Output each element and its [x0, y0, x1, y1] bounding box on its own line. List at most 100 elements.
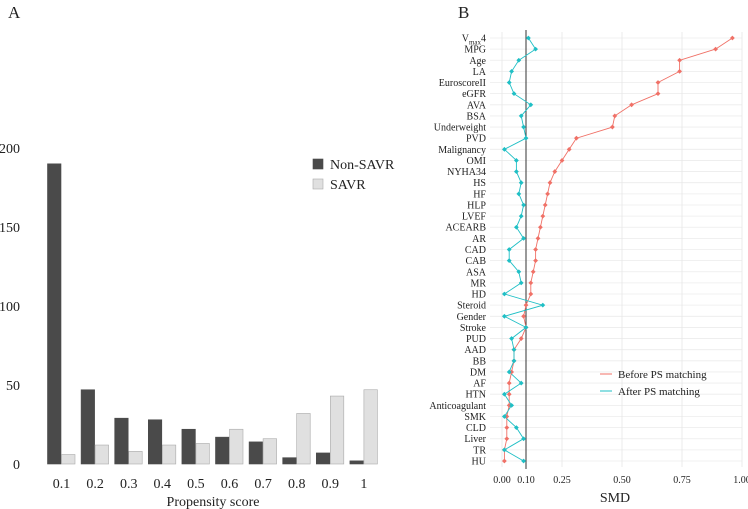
- point-after-gender: [502, 313, 507, 319]
- covariate-label: Underweight: [434, 123, 486, 134]
- bar-non-savr-0.5: [181, 428, 196, 465]
- point-after-nyha34: [514, 169, 519, 174]
- legend-swatch: [312, 178, 324, 190]
- point-after-htn: [502, 391, 507, 397]
- point-before-htn: [506, 391, 512, 397]
- covariate-label: Stroke: [460, 323, 487, 334]
- covariate-label: HF: [473, 189, 486, 200]
- covariate-label: AR: [472, 234, 486, 245]
- covariate-label: NYHA34: [447, 167, 486, 178]
- point-after-liver: [521, 436, 526, 442]
- point-after-anticoagulant: [509, 402, 514, 408]
- covariate-label: OMI: [467, 156, 486, 167]
- covariate-label: CLD: [466, 423, 486, 434]
- x-tick-label: 0.4: [154, 477, 172, 492]
- bar-non-savr-0.9: [315, 452, 331, 465]
- point-after-lvef: [518, 213, 524, 219]
- x-axis-label: SMD: [600, 491, 630, 506]
- point-before-mr: [528, 280, 534, 286]
- bar-chart-panel: 0 50 100 150 200 0.1 0.2 0.3 0.4 0.5 0.6 0.7 0.8 0.9 1…: [0, 142, 395, 509]
- covariate-label: PUD: [466, 334, 486, 345]
- point-after-mpg: [533, 46, 538, 52]
- covariate-label: Liver: [464, 434, 486, 445]
- x-tick-label: 0.6: [221, 477, 239, 492]
- x-tick-label: 0.3: [120, 477, 138, 492]
- point-after-dm: [506, 369, 512, 375]
- covariate-label: HD: [472, 290, 486, 301]
- point-after-hlp: [521, 202, 526, 208]
- legend-label: SAVR: [330, 178, 366, 193]
- covariate-label: AF: [473, 379, 486, 390]
- point-before-omi: [559, 158, 565, 163]
- point-before-lvef: [540, 213, 546, 219]
- point-after-pud: [509, 336, 514, 341]
- x-tick-label: 0.75: [673, 475, 691, 486]
- point-after-cld: [514, 425, 519, 431]
- point-before-acearb: [538, 224, 543, 230]
- point-after-af: [518, 380, 524, 386]
- x-tick-label: 0.00: [493, 475, 511, 486]
- covariate-label: HU: [472, 457, 487, 468]
- bar-non-savr-0.1: [47, 163, 62, 465]
- covariate-label: HLP: [467, 200, 486, 211]
- covariate-label: ACEARB: [445, 223, 486, 234]
- point-after-aad: [511, 347, 517, 353]
- point-before-asa: [530, 269, 536, 275]
- x-tick-label: 0.25: [553, 475, 571, 486]
- x-tick-label: 0.50: [613, 475, 631, 486]
- point-after-v: [526, 35, 531, 41]
- x-tick-label: 0.5: [187, 477, 205, 492]
- bar-savr-0.4: [162, 444, 177, 465]
- point-before-hs: [547, 180, 553, 186]
- covariate-label: LVEF: [462, 212, 487, 223]
- point-after-smk: [502, 414, 507, 419]
- smd-plot-panel: Vmax4MPGAgeLAEuroscoreIIeGFRAVABSAUnderw…: [429, 30, 748, 506]
- y-tick-label: 50: [6, 379, 20, 394]
- point-after-egfr: [511, 91, 517, 97]
- covariate-label: DM: [470, 367, 486, 378]
- point-before-la: [677, 68, 682, 74]
- point-after-acearb: [514, 224, 519, 230]
- covariate-label: BSA: [467, 111, 487, 122]
- y-tick-label: 100: [0, 300, 20, 315]
- point-before-cad: [533, 247, 538, 252]
- point-before-euroscoreii: [655, 80, 661, 85]
- point-before-hlp: [542, 202, 548, 208]
- bar-savr-0.5: [195, 443, 210, 465]
- x-axis-label: Propensity score: [167, 495, 260, 509]
- covariate-label: eGFR: [462, 89, 486, 100]
- bar-savr-0.3: [128, 451, 143, 465]
- bar-savr-0.1: [61, 454, 76, 465]
- point-after-ava: [528, 102, 534, 108]
- point-before-mpg: [713, 46, 718, 52]
- point-after-bb: [511, 358, 517, 364]
- point-after-ar: [521, 235, 526, 241]
- x-tick-label: 1: [360, 477, 367, 492]
- covariate-label: HS: [473, 178, 486, 189]
- point-after-la: [509, 68, 514, 74]
- point-before-bsa: [612, 113, 618, 119]
- bar-savr-0.2: [94, 444, 109, 465]
- panel-label-b: B: [458, 3, 469, 22]
- covariate-label: BB: [473, 356, 487, 367]
- point-after-asa: [516, 269, 522, 275]
- point-after-stroke: [523, 325, 529, 330]
- bar-non-savr-0.4: [148, 419, 163, 465]
- y-tick-label: 0: [13, 458, 20, 473]
- point-after-pvd: [523, 135, 529, 141]
- point-after-hd: [502, 291, 507, 297]
- point-before-cld: [504, 425, 510, 431]
- covariate-label: Age: [469, 56, 486, 67]
- point-after-hu: [521, 458, 526, 464]
- covariate-label: TR: [473, 445, 486, 456]
- point-before-malignancy: [566, 146, 572, 152]
- point-after-mr: [518, 280, 524, 286]
- legend-label: After PS matching: [618, 386, 700, 398]
- covariate-label: Malignancy: [438, 145, 486, 156]
- covariate-label: MR: [470, 278, 486, 289]
- bar-non-savr-0.2: [80, 389, 95, 465]
- x-tick-label: 0.2: [86, 477, 104, 492]
- point-after-omi: [514, 158, 519, 163]
- point-before-egfr: [655, 91, 661, 97]
- covariate-label: Anticoagulant: [429, 401, 486, 412]
